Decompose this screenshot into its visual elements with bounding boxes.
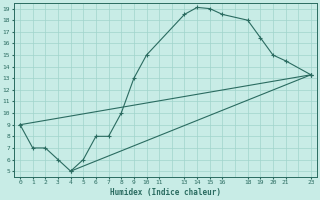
X-axis label: Humidex (Indice chaleur): Humidex (Indice chaleur) xyxy=(110,188,221,197)
